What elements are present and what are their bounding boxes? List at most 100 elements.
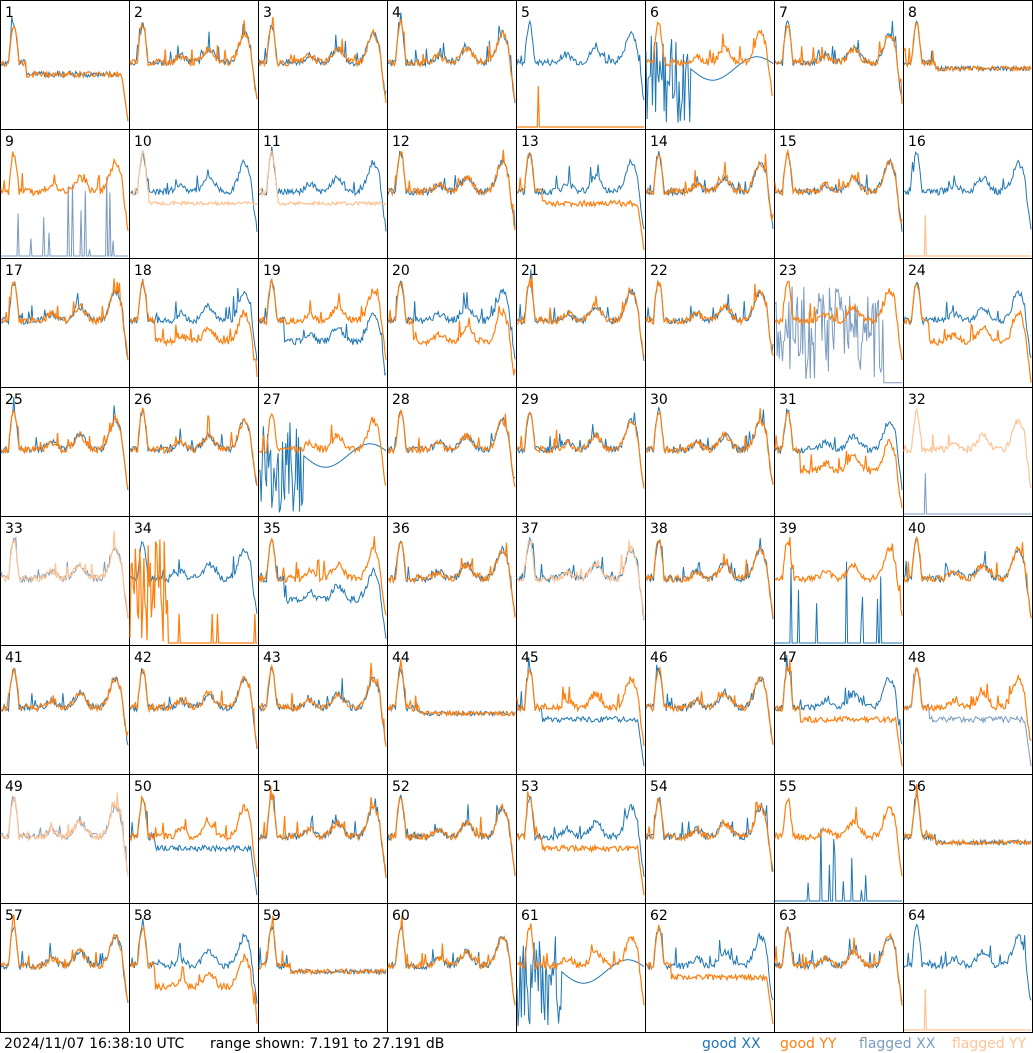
panel-58: 58 <box>129 903 259 1033</box>
series-yy-40 <box>903 537 1032 619</box>
panel-label: 37 <box>521 521 539 537</box>
panel-frame <box>903 0 1033 130</box>
panel-label: 23 <box>779 263 797 279</box>
panel-label: 18 <box>134 263 152 279</box>
series-yy-44 <box>387 659 516 718</box>
panel-49: 49 <box>0 774 130 904</box>
panel-label: 6 <box>650 5 659 21</box>
series-xx-2 <box>129 22 258 99</box>
series-xx-13 <box>516 151 645 230</box>
panel-32: 32 <box>903 387 1033 517</box>
panel-frame <box>516 0 646 130</box>
series-xx-60 <box>387 925 516 1004</box>
panel-label: 62 <box>650 908 668 924</box>
series-yy-15 <box>774 148 903 224</box>
series-yy-19 <box>258 277 387 360</box>
panel-label: 64 <box>908 908 926 924</box>
panel-label: 46 <box>650 650 668 666</box>
panel-label: 59 <box>263 908 281 924</box>
series-yy-32 <box>903 407 1032 488</box>
panel-7: 7 <box>774 0 904 130</box>
series-yy-42 <box>129 668 258 748</box>
panel-label: 55 <box>779 779 797 795</box>
panel-label: 39 <box>779 521 797 537</box>
timestamp: 2024/11/07 16:38:10 UTC <box>4 1036 184 1052</box>
series-yy-28 <box>387 409 516 488</box>
panel-36: 36 <box>387 516 517 646</box>
series-yy-60 <box>387 915 516 1006</box>
series-yy-3 <box>258 16 387 104</box>
series-yy-27 <box>258 412 387 486</box>
series-xx-30 <box>645 405 774 485</box>
panel-31: 31 <box>774 387 904 517</box>
panel-label: 51 <box>263 779 281 795</box>
panel-label: 7 <box>779 5 788 21</box>
panel-28: 28 <box>387 387 517 517</box>
panel-46: 46 <box>645 645 775 775</box>
series-yy-38 <box>645 538 774 618</box>
panel-frame <box>774 0 904 130</box>
panel-label: 44 <box>392 650 410 666</box>
series-yy-29 <box>516 412 645 489</box>
series-xx-23 <box>774 286 902 384</box>
panel-30: 30 <box>645 387 775 517</box>
series-yy-4 <box>387 18 516 101</box>
panel-label: 15 <box>779 134 797 150</box>
series-yy-2 <box>129 20 258 100</box>
series-yy-20 <box>387 280 516 376</box>
panel-label: 31 <box>779 392 797 408</box>
series-yy-17 <box>0 278 129 361</box>
panel-2: 2 <box>129 0 259 130</box>
series-xx-50 <box>129 798 258 896</box>
panel-56: 56 <box>903 774 1033 904</box>
panel-23: 23 <box>774 258 904 388</box>
panel-64: 64 <box>903 903 1033 1033</box>
series-yy-51 <box>258 785 387 877</box>
series-yy-7 <box>774 24 903 104</box>
panel-42: 42 <box>129 645 259 775</box>
series-xx-55 <box>775 828 902 902</box>
series-yy-34 <box>129 539 257 644</box>
panel-label: 12 <box>392 134 410 150</box>
series-xx-35 <box>258 538 387 639</box>
panel-label: 53 <box>521 779 539 795</box>
panel-label: 28 <box>392 392 410 408</box>
panel-label: 22 <box>650 263 668 279</box>
panel-9: 9 <box>0 129 130 259</box>
panel-label: 9 <box>5 134 14 150</box>
panel-39: 39 <box>774 516 904 646</box>
legend-good-xx: good XX <box>702 1036 761 1052</box>
panel-44: 44 <box>387 645 517 775</box>
panel-label: 29 <box>521 392 539 408</box>
panel-label: 40 <box>908 521 926 537</box>
series-yy-56 <box>903 783 1032 847</box>
series-yy-37 <box>516 538 645 620</box>
legend-good-yy: good YY <box>780 1036 837 1052</box>
series-xx-28 <box>387 410 516 479</box>
series-xx-24 <box>903 281 1032 359</box>
series-xx-10 <box>129 150 258 233</box>
panel-52: 52 <box>387 774 517 904</box>
series-yy-35 <box>258 536 387 616</box>
series-xx-48 <box>903 667 1032 767</box>
series-yy-50 <box>129 795 258 878</box>
panel-label: 16 <box>908 134 926 150</box>
panel-label: 21 <box>521 263 539 279</box>
panel-27: 27 <box>258 387 388 517</box>
series-xx-21 <box>516 269 645 361</box>
panel-label: 50 <box>134 779 152 795</box>
series-yy-63 <box>774 927 903 1006</box>
panel-label: 61 <box>521 908 539 924</box>
legend-flagged-yy: flagged YY <box>952 1036 1027 1052</box>
panel-label: 60 <box>392 908 410 924</box>
series-xx-6 <box>645 35 774 123</box>
panel-45: 45 <box>516 645 646 775</box>
panel-label: 19 <box>263 263 281 279</box>
panel-10: 10 <box>129 129 259 259</box>
series-yy-26 <box>129 407 258 486</box>
series-xx-42 <box>129 668 258 750</box>
series-yy-59 <box>258 915 387 976</box>
panel-label: 33 <box>5 521 23 537</box>
panel-label: 58 <box>134 908 152 924</box>
series-yy-33 <box>0 530 129 617</box>
